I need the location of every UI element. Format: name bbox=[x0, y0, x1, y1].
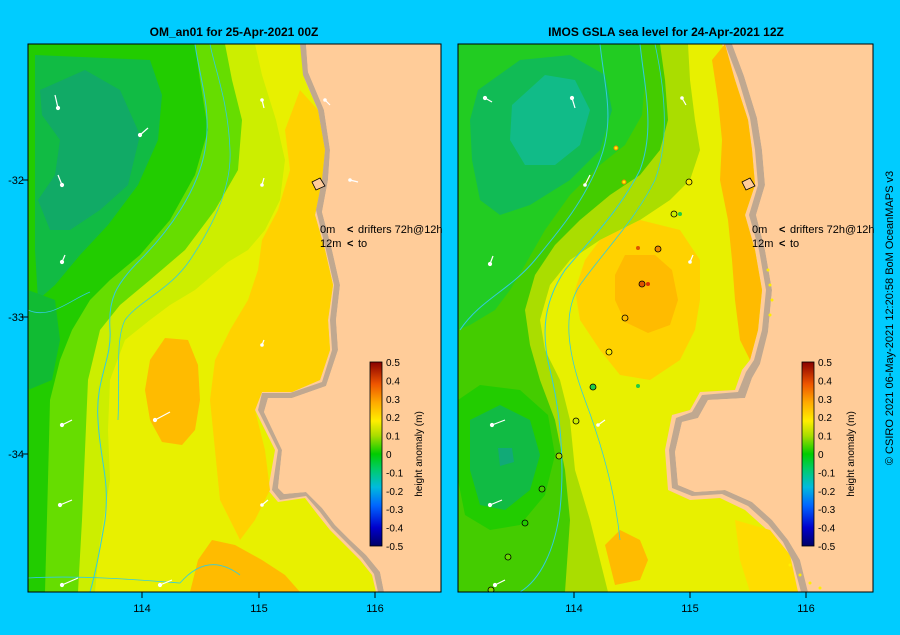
colorbar-tick-label: -0.3 bbox=[818, 505, 836, 516]
legend-to-label: to bbox=[790, 238, 799, 250]
right-map-field bbox=[458, 44, 873, 592]
colorbar-tick-label: -0.1 bbox=[386, 468, 404, 479]
colorbar-tick-label: -0.4 bbox=[386, 524, 404, 535]
lon-tick-label: 116 bbox=[366, 603, 384, 615]
colorbar-tick-label: -0.2 bbox=[386, 487, 404, 498]
colorbar-tick-label: 0 bbox=[818, 450, 824, 461]
legend-depth-0m: 0m bbox=[752, 224, 767, 236]
legend-pink-arrow-icon: < bbox=[779, 224, 785, 236]
legend-pink-arrow-icon: < bbox=[347, 224, 353, 236]
colorbar-tick-label: 0 bbox=[386, 450, 392, 461]
colorbar-tick-label: 0.1 bbox=[818, 432, 832, 443]
right-map-panel: IMOS GSLA sea level for 24-Apr-2021 12Z bbox=[457, 25, 875, 593]
colorbar-tick-label: 0.2 bbox=[386, 413, 400, 424]
legend-to-label: to bbox=[358, 238, 367, 250]
lat-tick-label: -32 bbox=[8, 175, 24, 187]
left-drifter-legend: 0m < drifters 72h@12h 12m < to bbox=[320, 224, 443, 250]
right-panel-title: IMOS GSLA sea level for 24-Apr-2021 12Z bbox=[548, 25, 784, 39]
legend-depth-12m: 12m bbox=[320, 238, 341, 250]
left-map-field bbox=[28, 44, 441, 592]
right-map-frame bbox=[457, 43, 874, 593]
legend-depth-12m: 12m bbox=[752, 238, 773, 250]
left-map-panel: OM_an01 for 25-Apr-2021 00Z bbox=[27, 25, 443, 593]
colorbar-tick-label: 0.3 bbox=[386, 395, 400, 406]
legend-black-arrow-icon: < bbox=[347, 238, 353, 250]
lat-tick-label: -33 bbox=[8, 312, 24, 324]
colorbar-tick-label: -0.2 bbox=[818, 487, 836, 498]
lon-tick-label: 116 bbox=[797, 603, 815, 615]
left-colorbar: 0.5 0.4 0.3 0.2 0.1 0 -0.1 -0.2 -0.3 -0.4 -0.5 hei… bbox=[369, 358, 425, 553]
colorbar-tick-label: 0.4 bbox=[818, 376, 832, 387]
legend-drifters-label: drifters 72h@12h bbox=[358, 224, 443, 236]
left-current-vectors bbox=[54, 94, 359, 588]
left-colorbar-label: height anomaly (m) bbox=[414, 411, 425, 497]
legend-drifters-label: drifters 72h@12h bbox=[790, 224, 875, 236]
right-drifter-markers bbox=[487, 145, 693, 592]
lon-tick-label: 115 bbox=[250, 603, 268, 615]
latitude-axis: -32 -33 -34 bbox=[8, 175, 28, 461]
lon-tick-label: 114 bbox=[133, 603, 151, 615]
right-current-vectors bbox=[482, 95, 694, 588]
right-longitude-axis: 114 115 116 bbox=[565, 592, 815, 615]
right-colorbar: 0.5 0.4 0.3 0.2 0.1 0 -0.1 -0.2 -0.3 -0.4 -0.5 hei… bbox=[801, 358, 857, 553]
colorbar-tick-label: 0.5 bbox=[818, 358, 832, 369]
left-map-frame bbox=[27, 43, 442, 593]
left-longitude-axis: 114 115 116 bbox=[133, 592, 384, 615]
colorbar-tick-label: 0.4 bbox=[386, 376, 400, 387]
legend-depth-0m: 0m bbox=[320, 224, 335, 236]
lon-tick-label: 114 bbox=[565, 603, 583, 615]
colorbar-tick-label: -0.5 bbox=[386, 542, 404, 553]
colorbar-tick-label: -0.1 bbox=[818, 468, 836, 479]
colorbar-tick-label: 0.2 bbox=[818, 413, 832, 424]
right-colorbar-label: height anomaly (m) bbox=[846, 411, 857, 497]
colorbar-tick-label: 0.1 bbox=[386, 432, 400, 443]
colorbar-tick-label: 0.5 bbox=[386, 358, 400, 369]
legend-black-arrow-icon: < bbox=[779, 238, 785, 250]
colorbar-tick-label: 0.3 bbox=[818, 395, 832, 406]
lon-tick-label: 115 bbox=[681, 603, 699, 615]
right-drifter-legend: 0m < drifters 72h@12h 12m < to bbox=[752, 224, 875, 250]
left-panel-title: OM_an01 for 25-Apr-2021 00Z bbox=[150, 25, 319, 39]
lat-tick-label: -34 bbox=[8, 449, 24, 461]
colorbar-tick-label: -0.4 bbox=[818, 524, 836, 535]
right-coastal-dots bbox=[766, 268, 822, 590]
colorbar-tick-label: -0.3 bbox=[386, 505, 404, 516]
colorbar-tick-label: -0.5 bbox=[818, 542, 836, 553]
copyright-credit: © CSIRO 2021 06-May-2021 12:20:58 BoM Oc… bbox=[884, 171, 896, 465]
